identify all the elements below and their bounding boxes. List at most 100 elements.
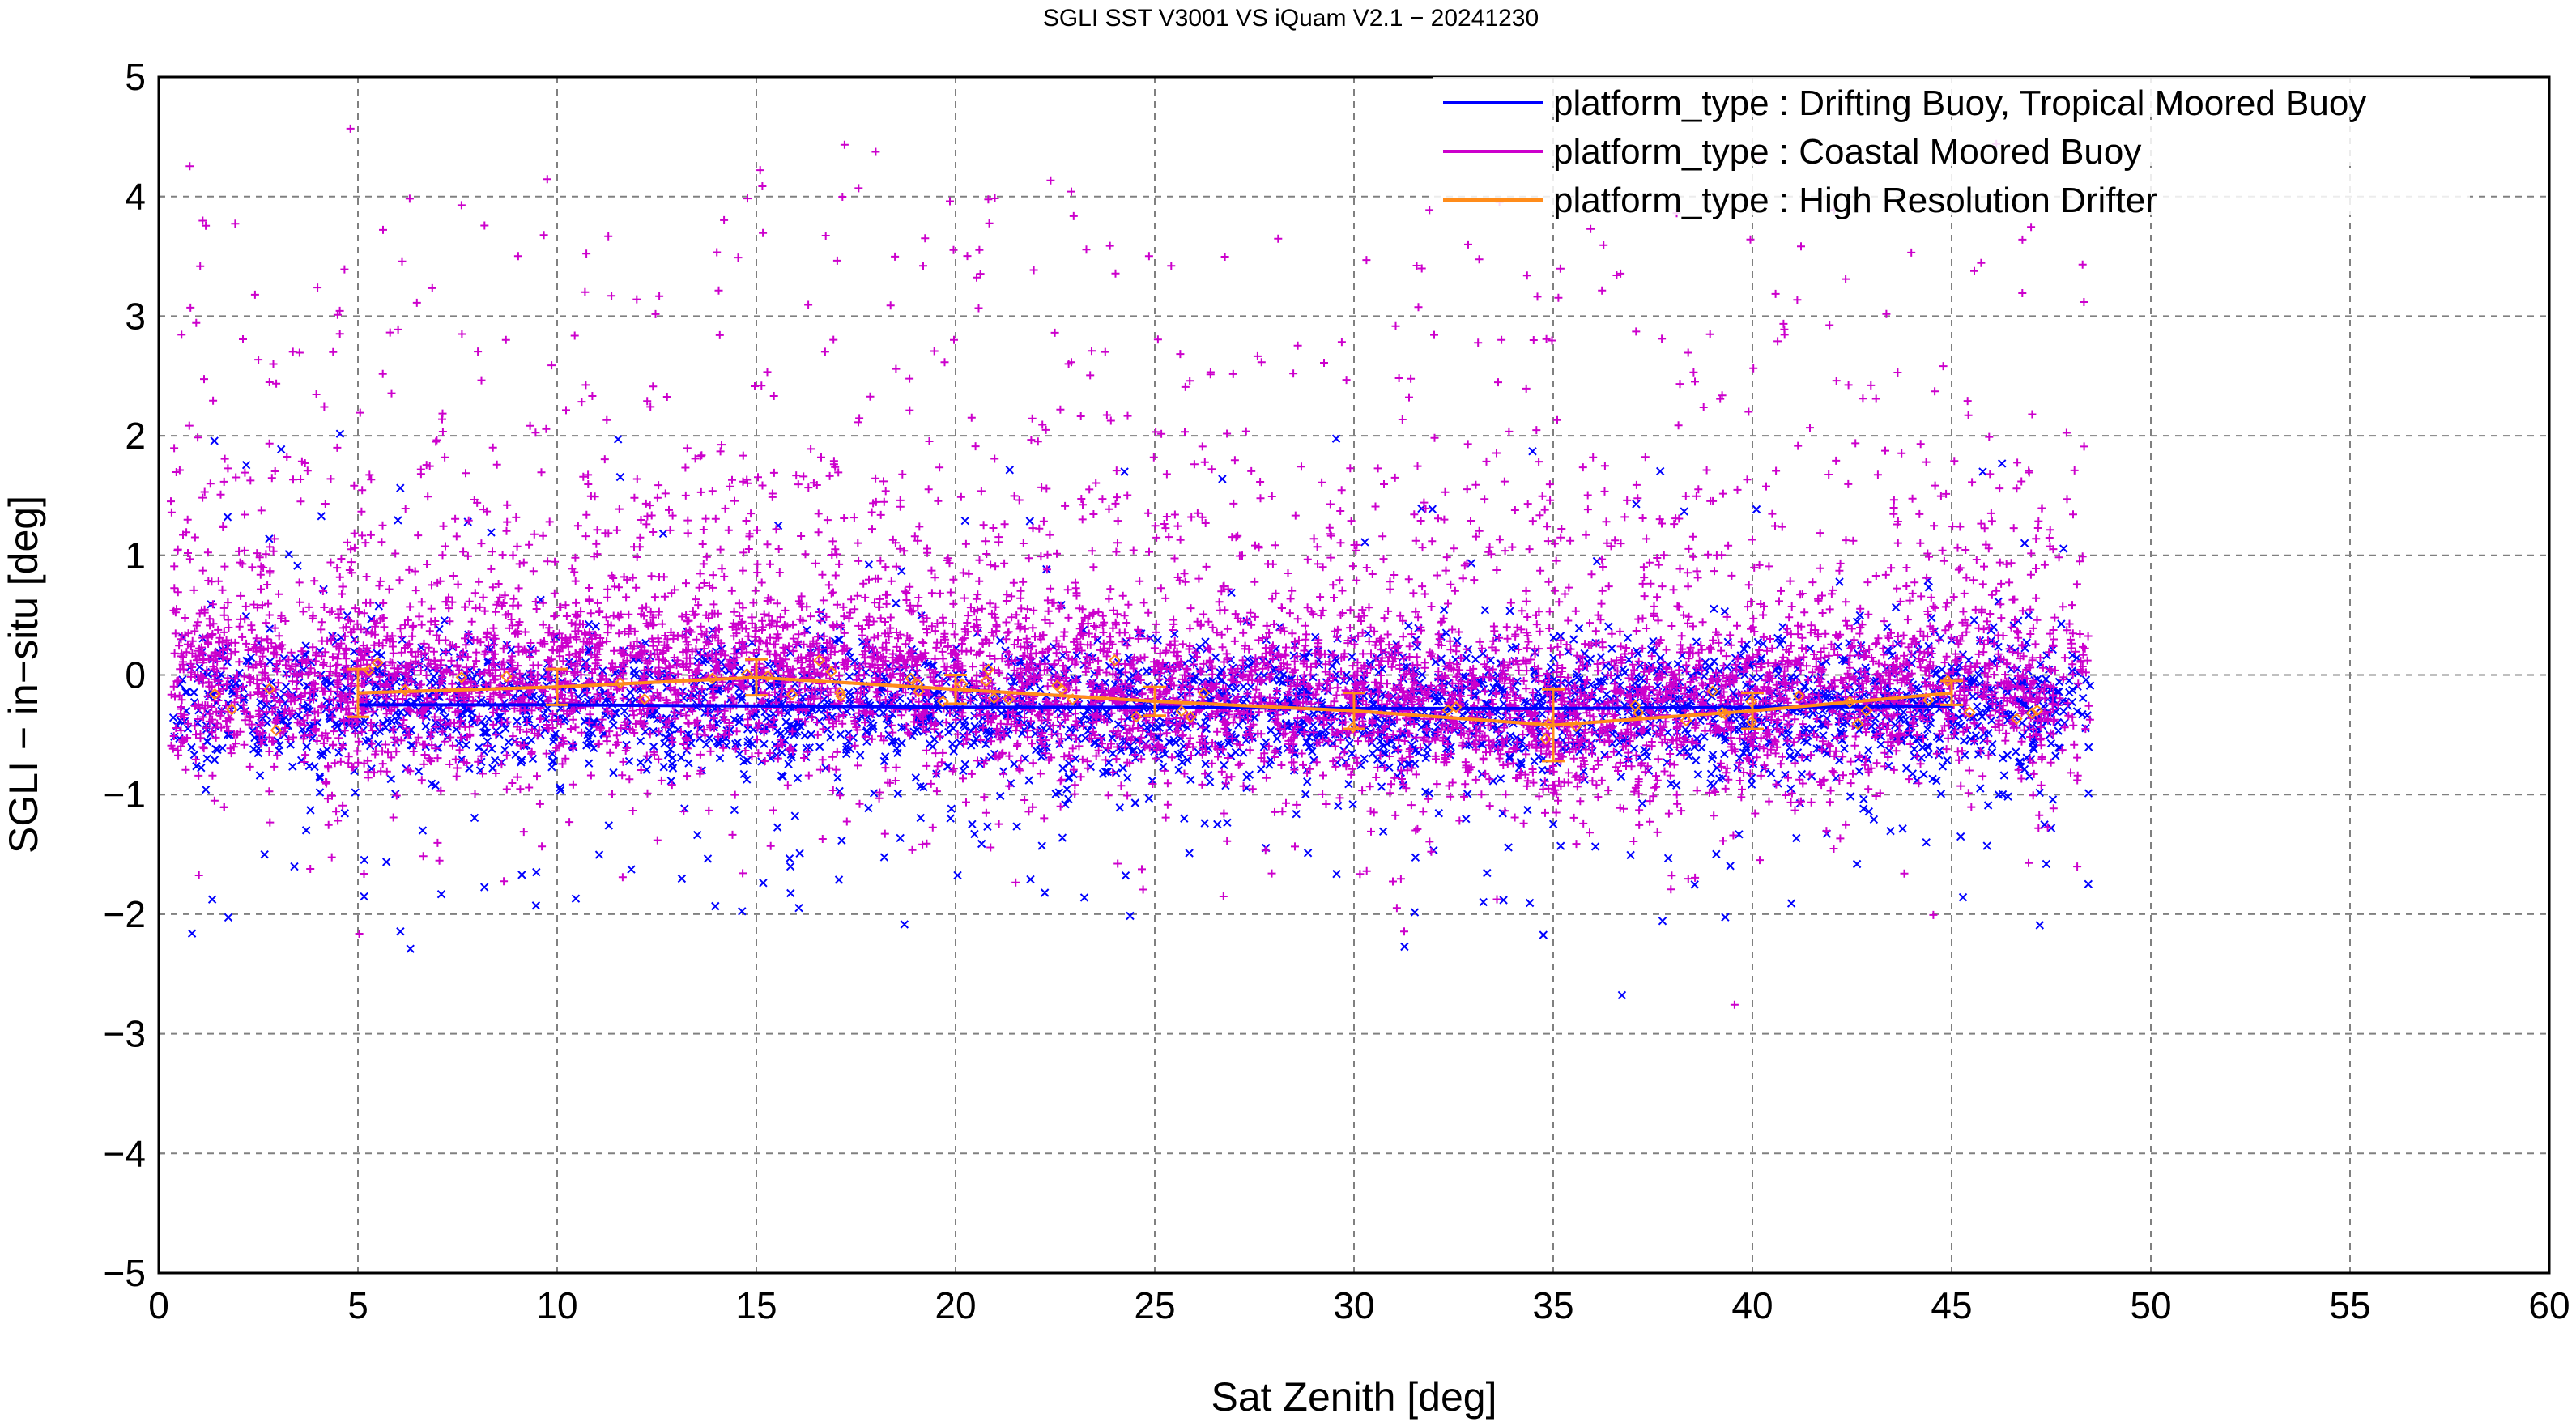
high-resolution-drifter-point — [263, 683, 276, 696]
high-resolution-drifter-point — [913, 685, 925, 698]
high-resolution-drifter-point — [638, 692, 651, 705]
high-resolution-drifter-point — [1963, 706, 1976, 718]
high-resolution-drifter-point — [1792, 689, 1805, 702]
series-coastal-moored-buoy-markers — [167, 124, 2094, 1009]
legend-entry-background — [1433, 174, 2470, 215]
x-tick-label: 0 — [148, 1284, 169, 1326]
plot-frame — [157, 75, 2551, 1275]
x-tick-labels: 0 5 10 15 20 25 30 35 40 45 50 55 60 — [148, 1284, 2570, 1326]
high-resolution-drifter-point — [1067, 693, 1079, 705]
high-resolution-drifter-point — [1347, 721, 1360, 734]
high-resolution-drifter-point — [761, 670, 774, 683]
high-resolution-drifter-point — [956, 678, 969, 691]
y-tick-label: −4 — [104, 1132, 146, 1174]
high-resolution-drifter-point — [500, 670, 513, 683]
high-resolution-drifter-point — [786, 688, 798, 701]
high-resolution-drifter-point — [1055, 683, 1068, 696]
y-tick-label: 0 — [125, 654, 146, 696]
y-axis-label: SGLI − in−situ [deg] — [1, 496, 46, 854]
x-tick-label: 30 — [1333, 1284, 1374, 1326]
y-tick-label: 5 — [125, 56, 146, 98]
high-resolution-drifter-point — [1922, 694, 1935, 707]
x-axis-label: Sat Zenith [deg] — [1211, 1374, 1497, 1420]
legend-label: platform_type : Drifting Buoy, Tropical … — [1553, 83, 2366, 123]
high-resolution-drifter-point — [398, 683, 411, 696]
x-tick-label: 50 — [2130, 1284, 2171, 1326]
x-tick-label: 25 — [1134, 1284, 1175, 1326]
high-resolution-drifter-point — [1539, 732, 1552, 745]
high-resolution-drifter-point — [1716, 706, 1729, 719]
high-resolution-drifter-point — [1745, 696, 1758, 708]
high-resolution-drifter-point — [1175, 705, 1188, 717]
high-resolution-drifter-point — [208, 688, 221, 700]
high-resolution-drifter-point — [905, 672, 918, 685]
high-resolution-drifter-point — [614, 677, 627, 689]
y-tick-label: −2 — [104, 893, 146, 935]
high-resolution-drifter-point — [2025, 707, 2038, 720]
y-tick-label: 4 — [125, 176, 146, 218]
y-tick-labels: 5 4 3 2 1 0 −1 −2 −3 −4 −5 — [104, 56, 146, 1294]
legend-entry-background — [1433, 77, 2470, 117]
y-tick-label: −5 — [104, 1252, 146, 1294]
y-tick-label: −1 — [104, 773, 146, 815]
high-resolution-drifter-point — [1680, 714, 1692, 727]
high-resolution-drifter-point — [741, 668, 753, 680]
high-resolution-drifter-point — [982, 663, 995, 676]
y-tick-label: 2 — [125, 415, 146, 457]
y-tick-label: 1 — [125, 534, 146, 577]
grid-lines — [158, 76, 2550, 1274]
high-resolution-drifter-point — [911, 678, 924, 691]
data-points — [167, 124, 2095, 1009]
high-resolution-drifter-point — [1109, 654, 1121, 666]
chart-title: SGLI SST V3001 VS iQuam V2.1 − 20241230 — [1043, 5, 1539, 32]
high-resolution-drifter-point — [2010, 713, 2023, 726]
high-resolution-drifter-point — [1441, 704, 1454, 717]
high-resolution-drifter-point — [834, 686, 846, 699]
x-tick-label: 10 — [536, 1284, 577, 1326]
high-resolution-drifter-point — [1450, 700, 1463, 713]
high-resolution-drifter-point — [225, 703, 238, 716]
high-resolution-drifter-point — [2031, 704, 2044, 717]
x-tick-label: 45 — [1931, 1284, 1972, 1326]
y-tick-label: −3 — [104, 1013, 146, 1055]
legend-entry-background — [1433, 126, 2470, 166]
high-resolution-drifter-point — [1569, 720, 1582, 733]
legend-label: platform_type : Coastal Moored Buoy — [1553, 132, 2141, 172]
high-resolution-drifter-point — [980, 675, 993, 688]
high-resolution-drifter-point — [1860, 705, 1873, 717]
x-tick-label: 55 — [2329, 1284, 2370, 1326]
high-resolution-drifter-point — [1543, 717, 1555, 730]
high-resolution-drifter-point — [1184, 710, 1197, 723]
high-resolution-drifter-point — [1851, 717, 1864, 730]
high-resolution-drifter-point — [706, 672, 718, 685]
high-resolution-drifter-point — [825, 666, 838, 678]
high-resolution-drifter-point — [834, 690, 847, 703]
high-resolution-drifter-point — [270, 724, 283, 737]
legend-label: platform_type : High Resolution Drifter — [1553, 181, 2157, 220]
high-resolution-drifter-point — [988, 692, 1000, 705]
high-resolution-drifter-point — [1130, 710, 1143, 723]
high-resolution-drifter-point — [1745, 716, 1758, 729]
mean-lines — [208, 654, 2044, 763]
high-resolution-drifter-point — [1706, 685, 1719, 698]
high-resolution-drifter-point — [1003, 692, 1015, 705]
high-resolution-drifter-point — [1941, 675, 1954, 688]
high-resolution-drifter-point — [363, 664, 375, 677]
high-resolution-drifter-point — [1629, 699, 1641, 712]
high-resolution-drifter-point — [1718, 708, 1731, 721]
legend: platform_type : Drifting Buoy, Tropical … — [1433, 77, 2470, 220]
high-resolution-drifter-point — [1843, 696, 1856, 709]
high-resolution-drifter-point — [371, 657, 384, 670]
y-tick-label: 3 — [125, 295, 146, 337]
high-resolution-drifter-point — [1198, 687, 1210, 700]
x-tick-label: 35 — [1532, 1284, 1573, 1326]
x-tick-label: 5 — [347, 1284, 368, 1326]
x-tick-label: 15 — [735, 1284, 777, 1326]
high-resolution-drifter-point — [455, 671, 468, 683]
x-tick-label: 20 — [935, 1284, 976, 1326]
high-resolution-drifter-point — [813, 654, 826, 667]
x-tick-label: 60 — [2528, 1284, 2570, 1326]
high-resolution-drifter-point — [936, 695, 949, 708]
x-tick-label: 40 — [1731, 1284, 1773, 1326]
